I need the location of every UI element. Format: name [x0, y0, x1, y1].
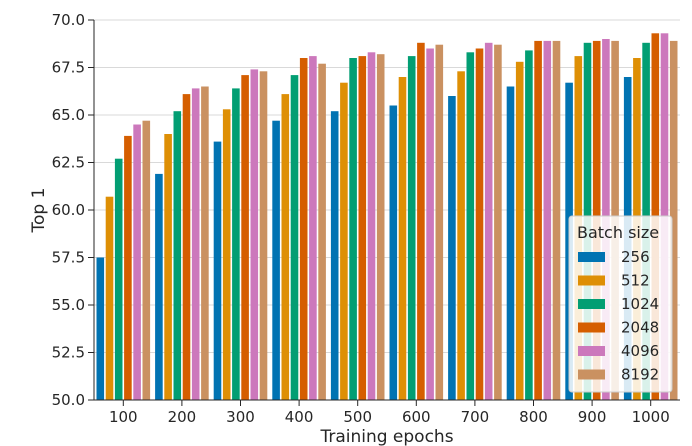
bar-1024-500 [349, 58, 357, 400]
y-tick-label: 70.0 [52, 11, 85, 29]
legend-label-8192: 8192 [621, 366, 659, 384]
x-axis-label: Training epochs [319, 427, 453, 446]
legend-swatch-4096 [578, 346, 605, 356]
bar-2048-400 [299, 58, 308, 400]
bar-256-300 [213, 141, 222, 400]
bar-2048-600 [417, 42, 425, 401]
x-tick-label: 700 [461, 408, 490, 426]
y-tick-label: 57.5 [52, 249, 85, 267]
bar-512-700 [457, 71, 465, 401]
x-tick-label: 600 [402, 408, 431, 426]
bar-512-800 [515, 61, 524, 401]
bar-8192-300 [259, 71, 268, 401]
bar-4096-700 [484, 42, 493, 401]
y-tick-label: 62.5 [52, 154, 85, 172]
legend-label-1024: 1024 [621, 295, 659, 313]
bar-8192-500 [376, 54, 385, 400]
bar-4096-500 [367, 52, 376, 401]
legend-swatch-1024 [578, 299, 605, 309]
bar-2048-100 [124, 135, 132, 400]
legend-label-512: 512 [621, 272, 650, 290]
x-tick-label: 400 [285, 408, 314, 426]
bar-512-400 [281, 94, 290, 400]
bar-8192-600 [435, 44, 444, 400]
tick-labels: 50.0 52.5 55.0 57.5 60.0 62.5 65.0 67.5 70.0 100 2… [52, 11, 670, 426]
x-tick-label: 800 [519, 408, 548, 426]
bar-4096-100 [133, 124, 141, 400]
y-tick-label: 52.5 [52, 344, 85, 362]
legend-title: Batch size [577, 223, 659, 242]
legend-swatch-512 [578, 275, 605, 286]
x-tick-label: 500 [343, 408, 372, 426]
bar-4096-400 [309, 56, 317, 400]
x-tick-label: 300 [226, 408, 255, 426]
bar-1024-300 [232, 88, 240, 401]
bar-8192-1000 [669, 40, 678, 401]
bar-256-600 [389, 105, 398, 400]
legend-label-2048: 2048 [621, 319, 659, 337]
x-tick-label: 900 [578, 408, 607, 426]
bar-8192-400 [318, 63, 326, 400]
bar-8192-100 [142, 120, 151, 400]
bar-2048-800 [534, 40, 542, 401]
y-tick-label: 55.0 [52, 296, 85, 314]
bar-1024-400 [290, 75, 299, 400]
bar-512-300 [222, 109, 231, 401]
bar-1024-200 [173, 111, 182, 400]
bar-4096-300 [250, 69, 259, 401]
bar-512-600 [398, 77, 407, 400]
legend: Batch size 256 512 1024 2048 4096 8192 [568, 215, 673, 393]
bar-256-400 [272, 120, 280, 400]
bar-256-500 [330, 111, 339, 400]
axes [88, 19, 680, 406]
bar-512-500 [340, 82, 348, 400]
bar-2048-200 [182, 94, 191, 400]
bar-4096-800 [543, 40, 552, 401]
bar-2048-700 [475, 48, 484, 400]
bar-256-700 [448, 96, 456, 400]
x-tick-label: 1000 [632, 408, 670, 426]
bar-256-800 [506, 86, 515, 400]
bar-256-200 [155, 173, 163, 400]
bar-1024-600 [407, 56, 416, 400]
legend-label-256: 256 [621, 248, 650, 266]
bar-8192-200 [201, 86, 209, 400]
legend-swatch-8192 [578, 369, 605, 380]
bar-1024-100 [114, 158, 123, 400]
bar-512-200 [164, 134, 172, 400]
y-axis-label: Top 1 [29, 188, 49, 234]
bars [96, 33, 678, 401]
bar-8192-800 [552, 40, 561, 401]
x-tick-label: 200 [168, 408, 197, 426]
bar-4096-600 [426, 48, 434, 400]
legend-label-4096: 4096 [621, 342, 659, 360]
legend-swatch-2048 [578, 322, 605, 333]
bar-512-100 [105, 196, 114, 400]
bar-2048-300 [241, 75, 249, 400]
legend-items: 256 512 1024 2048 4096 8192 [578, 248, 659, 384]
x-tick-label: 100 [109, 408, 138, 426]
bar-4096-200 [191, 88, 200, 401]
bar-1024-800 [525, 50, 533, 401]
y-tick-label: 67.5 [52, 59, 85, 77]
bar-8192-700 [494, 44, 502, 400]
bar-256-100 [96, 257, 105, 400]
y-tick-label: 60.0 [52, 201, 85, 219]
y-tick-label: 65.0 [52, 106, 85, 124]
gridlines [94, 19, 680, 401]
bar-2048-500 [358, 56, 367, 400]
bar-1024-700 [466, 52, 475, 401]
legend-swatch-256 [578, 252, 605, 262]
y-tick-label: 50.0 [52, 391, 85, 409]
